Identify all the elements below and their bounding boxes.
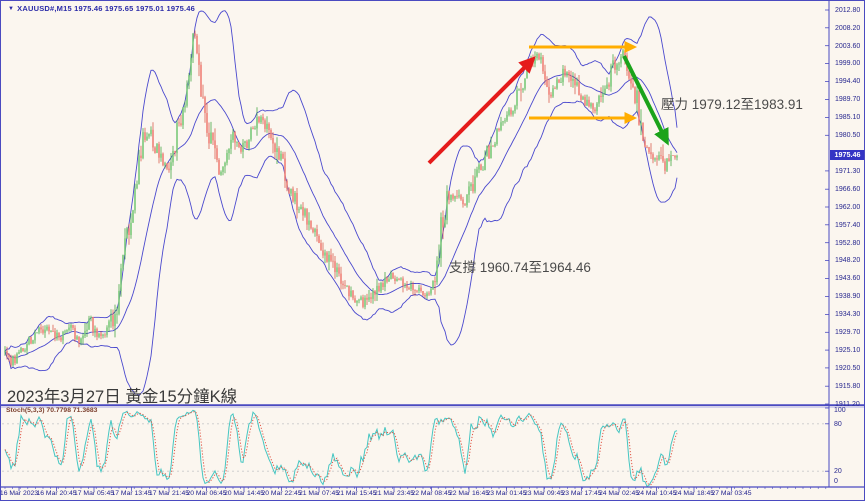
time-tick-label: 23 Mar 09:45: [523, 490, 565, 497]
current-price-badge: 1975.46: [830, 150, 864, 160]
time-tick-label: 23 Mar 01:45: [486, 490, 527, 497]
price-tick-label: 1938.90: [835, 293, 861, 301]
price-tick-label: 1925.10: [835, 346, 861, 354]
time-tick-label: 24 Mar 18:45: [673, 490, 715, 497]
price-tick-label: 2008.20: [835, 24, 861, 32]
price-tick-label: 1934.30: [835, 311, 861, 319]
time-tick-label: 24 Mar 02:45: [598, 490, 640, 497]
price-tick-label: 1943.60: [835, 275, 861, 283]
candles-layer: [4, 30, 678, 367]
price-tick-label: 2012.80: [835, 6, 861, 14]
symbol-ohlc-line: ▼ XAUUSD#,M15 1975.46 1975.65 1975.01 197…: [8, 4, 195, 13]
time-tick-label: 21 Mar 07:45: [298, 490, 340, 497]
price-tick-label: 1966.60: [835, 186, 861, 193]
time-tick-label: 16 Mar 20:45: [36, 490, 77, 497]
time-tick-label: 21 Mar 15:45: [336, 490, 377, 497]
price-tick-label: 1948.20: [835, 257, 861, 265]
time-tick-label: 20 Mar 14:45: [223, 490, 265, 497]
time-tick-label: 24 Mar 10:45: [636, 490, 677, 497]
time-tick-label: 22 Mar 16:45: [448, 490, 490, 497]
stoch-level-label: 0: [834, 478, 838, 485]
time-tick-label: 17 Mar 05:45: [73, 490, 115, 497]
time-tick-label: 21 Mar 23:45: [373, 490, 415, 497]
price-tick-label: 1962.00: [835, 203, 861, 211]
price-tick-label: 2003.60: [835, 42, 861, 50]
stoch-level-label: 80: [834, 420, 842, 428]
drawing-objects-layer[interactable]: [427, 41, 669, 165]
price-tick-label: 1999.00: [835, 60, 861, 68]
frame-layer: [1, 1, 864, 491]
price-tick-label: 1915.80: [835, 383, 861, 390]
price-tick-label: 1971.30: [835, 167, 861, 175]
stoch-indicator-label: Stoch(5,3,3) 70.7798 71.3683: [6, 407, 98, 414]
price-tick-label: 1957.40: [835, 221, 861, 229]
price-tick-label: 1911.20: [835, 400, 860, 408]
support-annotation[interactable]: 支撐 1960.74至1964.46: [449, 260, 591, 275]
time-tick-label: 23 Mar 17:45: [561, 490, 602, 497]
symbol-ohlc-text: XAUUSD#,M15 1975.46 1975.65 1975.01 1975…: [17, 4, 196, 13]
price-tick-label: 1994.40: [835, 78, 861, 86]
price-tick-label: 1980.50: [835, 132, 861, 140]
green-downtrend-arrow[interactable]: [622, 55, 669, 146]
dropdown-triangle-icon[interactable]: ▼: [8, 6, 15, 12]
price-tick-label: 1989.70: [835, 96, 861, 104]
stoch-level-label: 100: [834, 407, 846, 414]
time-tick-label: 22 Mar 08:45: [411, 490, 452, 497]
stochastic-layer: [2, 409, 828, 487]
time-tick-label: 16 Mar 2023: [0, 490, 39, 497]
time-tick-label: 20 Mar 06:45: [186, 490, 227, 497]
time-tick-label: 17 Mar 13:45: [111, 490, 152, 497]
price-tick-label: 1920.50: [835, 364, 861, 372]
bollinger-bands-layer: [4, 10, 678, 397]
price-tick-label: 1985.10: [835, 114, 861, 122]
time-tick-label: 17 Mar 21:45: [148, 490, 190, 497]
price-tick-label: 1929.70: [835, 329, 861, 337]
time-tick-label: 20 Mar 22:45: [261, 490, 302, 497]
time-tick-label: 27 Mar 03:45: [711, 490, 752, 497]
resistance-annotation[interactable]: 壓力 1979.12至1983.91: [661, 97, 803, 112]
caption-date-title: 2023年3月27日 黃金15分鐘K線: [7, 388, 238, 406]
price-tick-label: 1952.80: [835, 239, 861, 247]
red-uptrend-arrow[interactable]: [427, 56, 536, 165]
stoch-level-label: 20: [834, 468, 842, 476]
